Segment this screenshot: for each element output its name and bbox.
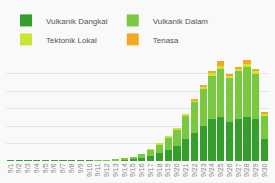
svg-text:Tektonik Lokal: Tektonik Lokal (46, 36, 97, 45)
svg-text:9/7: 9/7 (59, 163, 66, 173)
svg-text:9/13: 9/13 (112, 163, 119, 177)
svg-text:9/26: 9/26 (226, 163, 233, 177)
svg-text:9/16: 9/16 (138, 163, 145, 177)
svg-text:9/25: 9/25 (217, 163, 224, 177)
svg-text:9/12: 9/12 (103, 163, 110, 177)
svg-text:9/30: 9/30 (261, 163, 268, 177)
svg-text:9/18: 9/18 (156, 163, 163, 177)
svg-text:Vulkanik Dalam: Vulkanik Dalam (153, 17, 209, 26)
svg-text:9/10: 9/10 (86, 163, 93, 177)
svg-text:9/19: 9/19 (164, 163, 171, 177)
svg-text:Tenasa: Tenasa (153, 36, 179, 45)
svg-text:9/27: 9/27 (235, 163, 242, 177)
svg-text:9/5: 9/5 (42, 163, 49, 173)
svg-text:9/4: 9/4 (33, 163, 40, 173)
svg-text:9/6: 9/6 (50, 163, 57, 173)
svg-text:9/22: 9/22 (191, 163, 198, 177)
svg-text:9/3: 9/3 (24, 163, 31, 173)
svg-text:9/20: 9/20 (173, 163, 180, 177)
svg-text:9/28: 9/28 (243, 163, 250, 177)
svg-text:9/21: 9/21 (182, 163, 189, 177)
svg-text:9/14: 9/14 (121, 163, 128, 177)
svg-text:9/29: 9/29 (252, 163, 259, 177)
svg-text:9/24: 9/24 (208, 163, 215, 177)
svg-text:9/2: 9/2 (15, 163, 22, 173)
svg-text:9/15: 9/15 (129, 163, 136, 177)
svg-text:9/1: 9/1 (7, 163, 14, 173)
svg-text:9/23: 9/23 (200, 163, 207, 177)
svg-text:Vulkanik Dangkal: Vulkanik Dangkal (46, 17, 108, 26)
svg-text:9/9: 9/9 (77, 163, 84, 173)
svg-text:9/17: 9/17 (147, 163, 154, 177)
svg-text:9/11: 9/11 (94, 163, 101, 176)
svg-text:9/8: 9/8 (68, 163, 75, 173)
